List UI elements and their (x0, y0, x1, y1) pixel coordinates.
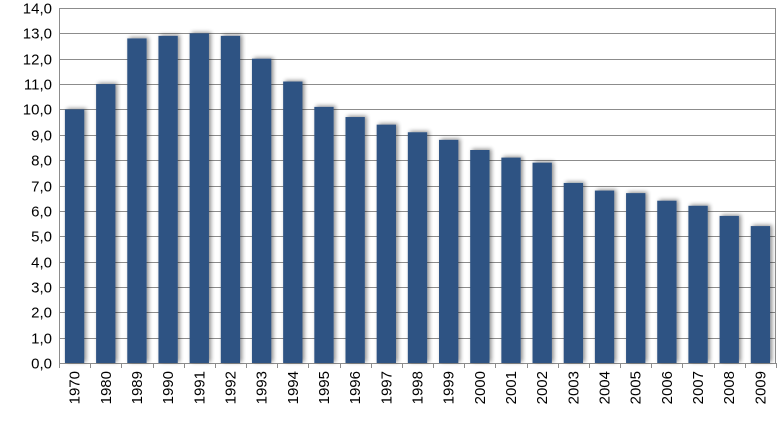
bar (220, 35, 241, 364)
bar (750, 226, 771, 363)
bar (407, 132, 428, 363)
x-tick-label: 2004 (597, 371, 614, 404)
bar (594, 190, 615, 363)
x-tick-label: 2000 (472, 371, 489, 404)
bar (283, 81, 303, 364)
bar (158, 35, 178, 364)
x-tick-label: 2002 (534, 371, 551, 404)
y-tick-label: 3,0 (31, 280, 52, 297)
x-tick-label: 1995 (316, 371, 333, 404)
x-tick-label: 1970 (67, 371, 84, 404)
bar (626, 193, 646, 363)
x-tick-label: 2005 (628, 371, 645, 404)
y-tick-label: 9,0 (31, 128, 52, 145)
x-tick-label: 1990 (160, 371, 177, 404)
bars (64, 33, 771, 364)
bar (439, 139, 459, 363)
bar (314, 106, 334, 364)
bar (719, 215, 739, 363)
y-tick-label: 2,0 (31, 305, 52, 322)
y-tick-labels: 0,0 1,0 2,0 3,0 4,0 5,0 6,0 7,0 8,0 9,0 10,0 11,0 12… (23, 1, 52, 373)
y-tick-label: 0,0 (31, 356, 52, 373)
x-tick-label: 1989 (129, 371, 146, 404)
bar (563, 182, 584, 363)
x-tick-label: 1980 (98, 371, 115, 404)
y-tick-label: 4,0 (31, 255, 52, 272)
y-tick-label: 5,0 (31, 229, 52, 246)
axes (59, 8, 777, 368)
bar (345, 117, 365, 364)
y-tick-label: 7,0 (31, 179, 52, 196)
bar (96, 84, 116, 364)
bar (189, 33, 209, 363)
x-tick-label: 2008 (721, 371, 738, 404)
x-tick-label: 2006 (659, 371, 676, 404)
y-tick-label: 6,0 (31, 204, 52, 221)
x-tick-label: 1999 (441, 371, 458, 404)
x-tick-label: 1996 (347, 371, 364, 404)
x-tick-label: 1997 (378, 371, 395, 404)
x-tick-label: 2009 (752, 371, 769, 404)
bar (532, 162, 552, 363)
bar (688, 205, 708, 363)
y-tick-label: 13,0 (23, 26, 52, 43)
bar (376, 124, 396, 364)
y-tick-label: 14,0 (23, 1, 52, 18)
y-tick-label: 12,0 (23, 52, 52, 69)
x-tick-label: 1994 (285, 371, 302, 404)
x-tick-label: 2007 (690, 371, 707, 404)
x-tick-label: 1993 (254, 371, 271, 404)
x-tick-label: 1992 (222, 371, 239, 404)
x-tick-labels: 1970 1980 1989 1990 1991 1992 1993 1994 1995 1996… (67, 371, 770, 404)
x-tick-label: 2001 (503, 371, 520, 404)
y-tick-label: 1,0 (31, 331, 52, 348)
x-tick-label: 1998 (410, 371, 427, 404)
bar (470, 150, 490, 363)
y-tick-label: 10,0 (23, 102, 52, 119)
bar (657, 200, 677, 363)
y-tick-label: 8,0 (31, 153, 52, 170)
x-tick-label: 1991 (191, 371, 208, 404)
y-tick-label: 11,0 (24, 77, 52, 94)
bar (127, 38, 147, 364)
x-tick-label: 2003 (565, 371, 582, 404)
bar (251, 58, 272, 363)
bar (64, 109, 85, 363)
bar (501, 157, 521, 363)
